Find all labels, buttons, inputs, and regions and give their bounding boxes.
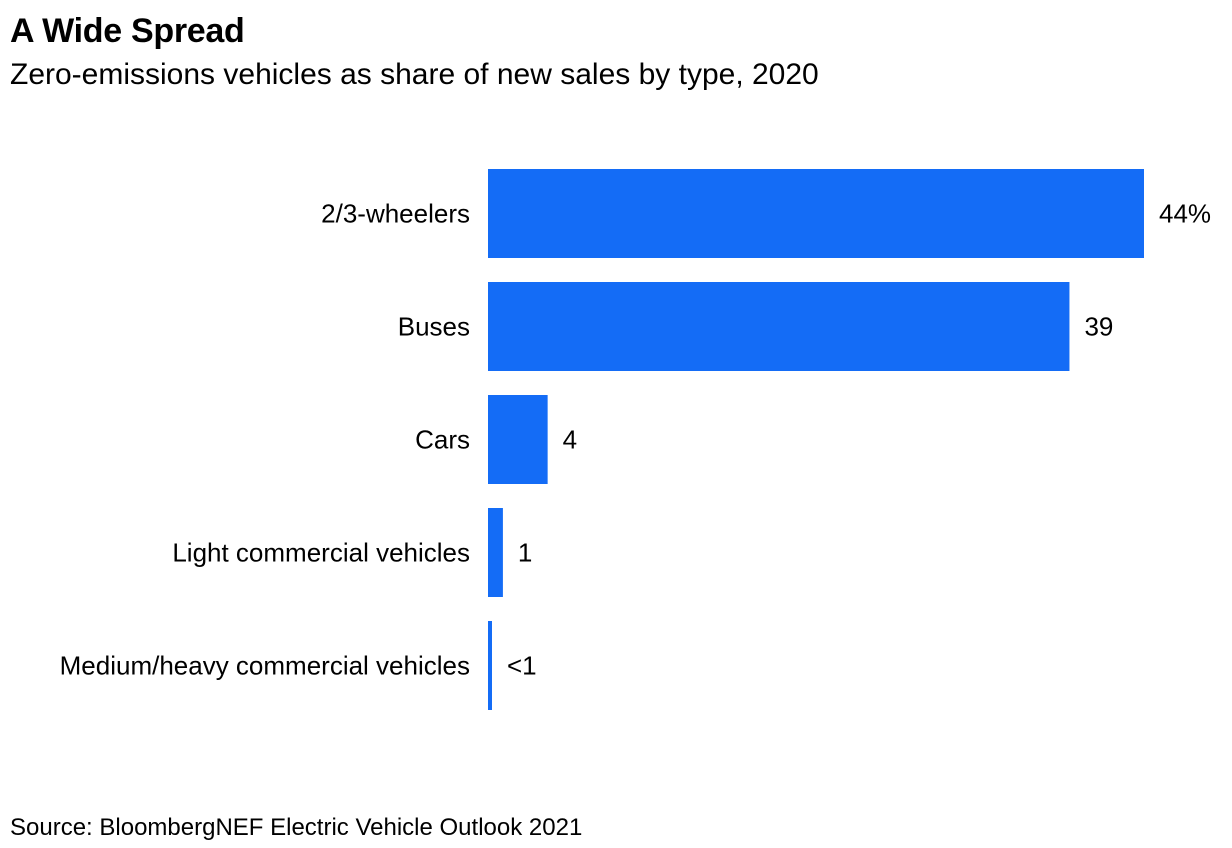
bar-medium-heavy-commercial-vehicles <box>488 621 492 710</box>
value-label-buses: 39 <box>1084 312 1113 342</box>
category-label-cars: Cars <box>415 425 470 455</box>
bar-2-3-wheelers <box>488 169 1144 258</box>
category-label-buses: Buses <box>398 312 470 342</box>
source-note: Source: BloombergNEF Electric Vehicle Ou… <box>10 814 583 841</box>
value-label-2-3-wheelers: 44% <box>1159 199 1211 229</box>
value-label-medium-heavy-commercial-vehicles: <1 <box>507 651 537 681</box>
value-label-cars: 4 <box>563 425 577 455</box>
category-label-medium-heavy-commercial-vehicles: Medium/heavy commercial vehicles <box>60 651 470 681</box>
value-label-light-commercial-vehicles: 1 <box>518 538 532 568</box>
bar-chart: 2/3-wheelers 44% Buses 39 Cars 4 Light commerc… <box>60 169 1211 710</box>
category-label-2-3-wheelers: 2/3-wheelers <box>321 199 470 229</box>
bar-buses <box>488 282 1070 371</box>
chart-title: A Wide Spread <box>10 12 245 50</box>
chart-subtitle: Zero-emissions vehicles as share of new … <box>10 58 819 91</box>
bar-cars <box>488 395 548 484</box>
bar-light-commercial-vehicles <box>488 508 503 597</box>
category-label-light-commercial-vehicles: Light commercial vehicles <box>172 538 470 568</box>
